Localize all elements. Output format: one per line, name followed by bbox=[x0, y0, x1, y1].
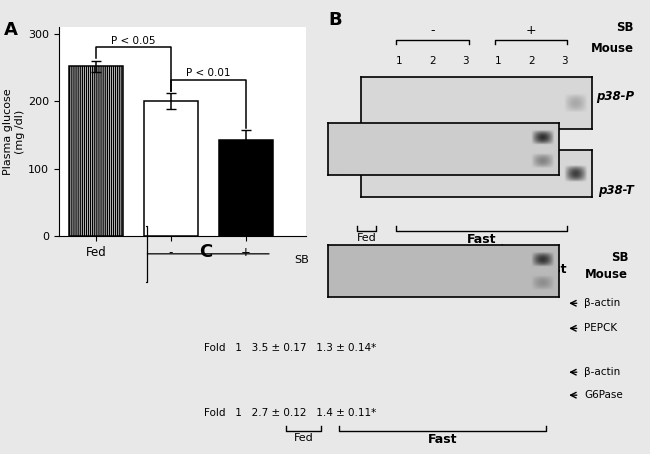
Text: 1: 1 bbox=[495, 56, 502, 66]
Bar bbox=[144, 101, 198, 236]
Text: SB: SB bbox=[610, 251, 628, 264]
Text: 1: 1 bbox=[396, 56, 403, 66]
Bar bbox=[218, 140, 272, 236]
Text: -: - bbox=[381, 242, 385, 255]
Text: Fast: Fast bbox=[467, 233, 497, 247]
Text: PEPCK: PEPCK bbox=[584, 323, 617, 333]
Text: 3: 3 bbox=[462, 56, 469, 66]
Text: +: + bbox=[497, 242, 508, 255]
Text: A: A bbox=[4, 21, 18, 39]
Text: Fold   1   3.5 ± 0.17   1.3 ± 0.14*: Fold 1 3.5 ± 0.17 1.3 ± 0.14* bbox=[204, 343, 376, 353]
Text: G6Pase: G6Pase bbox=[584, 390, 623, 400]
Text: 3: 3 bbox=[419, 274, 426, 284]
Bar bbox=[69, 66, 123, 236]
Text: 2: 2 bbox=[499, 274, 506, 284]
Text: +: + bbox=[526, 25, 537, 37]
Text: β-actin: β-actin bbox=[584, 367, 620, 377]
Text: 3: 3 bbox=[539, 274, 545, 284]
Text: 2: 2 bbox=[429, 56, 436, 66]
Text: β-actin: β-actin bbox=[584, 298, 620, 308]
Text: 2: 2 bbox=[528, 56, 535, 66]
Text: Mouse: Mouse bbox=[585, 268, 628, 281]
Text: 2: 2 bbox=[380, 274, 386, 284]
Text: P < 0.01: P < 0.01 bbox=[186, 69, 231, 79]
Text: Fold   1.0   3.5 ± 0.15   1.1 ± 0.12**: Fold 1.0 3.5 ± 0.15 1.1 ± 0.12** bbox=[328, 153, 515, 163]
Text: Fold   1   2.7 ± 0.12   1.4 ± 0.11*: Fold 1 2.7 ± 0.12 1.4 ± 0.11* bbox=[204, 408, 376, 418]
Text: SB: SB bbox=[294, 255, 309, 265]
Text: 3: 3 bbox=[561, 56, 567, 66]
Text: C: C bbox=[200, 243, 213, 261]
Text: Fast: Fast bbox=[538, 263, 567, 276]
Text: Fast: Fast bbox=[428, 433, 457, 446]
Text: 1: 1 bbox=[459, 274, 465, 284]
Text: B: B bbox=[328, 11, 342, 30]
Text: -: - bbox=[430, 25, 435, 37]
Text: SB: SB bbox=[616, 21, 634, 34]
Text: Mouse: Mouse bbox=[591, 42, 634, 55]
Text: p38-P: p38-P bbox=[596, 90, 634, 103]
Text: P < 0.05: P < 0.05 bbox=[111, 36, 155, 46]
Text: p38-T: p38-T bbox=[598, 184, 634, 197]
Text: 1: 1 bbox=[340, 274, 346, 284]
Y-axis label: Plasma glucose
(mg /dl): Plasma glucose (mg /dl) bbox=[3, 89, 25, 175]
Text: Fed: Fed bbox=[357, 233, 376, 243]
Text: Fed: Fed bbox=[293, 433, 313, 443]
